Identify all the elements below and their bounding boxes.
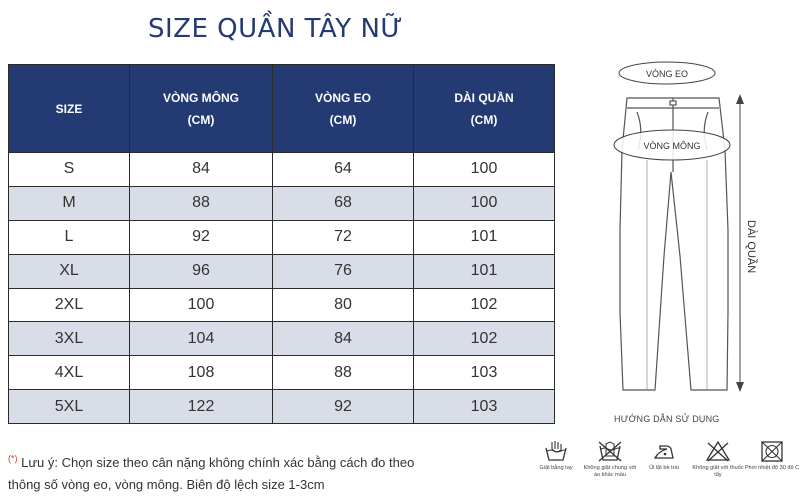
length-cell: 102 (413, 321, 555, 357)
table-row: 5XL 122 92 103 (8, 389, 555, 425)
hip-cell: 122 (129, 389, 273, 425)
hip-label: VÒNG MÔNG (643, 141, 700, 151)
care-item: Phơi nhiệt độ 30 độ C (744, 440, 800, 472)
header-size: SIZE (8, 64, 130, 153)
care-instructions: Giặt bằng tay Không giặt chung với áo kh… (528, 440, 800, 502)
size-table: SIZE VÒNG MÔNG (CM) VÒNG EO (CM) DÀI QUẦN(… (8, 64, 555, 425)
no-wash-with-other-icon (598, 441, 622, 462)
hip-cell: 88 (129, 185, 273, 221)
table-row: 3XL 104 84 102 (8, 321, 555, 357)
length-cell: 100 (413, 152, 555, 187)
length-cell: 103 (413, 389, 555, 425)
care-item: Giặt bằng tay (528, 440, 584, 472)
hip-cell: 104 (129, 321, 273, 357)
size-cell: S (8, 152, 130, 187)
table-row: L 92 72 101 (8, 219, 555, 255)
note-line-1: Lưu ý: Chọn size theo cân nặng không chí… (21, 455, 415, 470)
length-cell: 102 (413, 287, 555, 323)
header-length: DÀI QUẦN (CM) (413, 64, 555, 153)
no-bleach-icon (705, 440, 731, 462)
size-cell: M (8, 185, 130, 221)
dry-in-shade-icon (761, 441, 783, 462)
note-line-2: thông số vòng eo, vòng mông. Biên độ lệc… (8, 477, 325, 492)
usage-guide-title: HƯỚNG DẪN SỬ DỤNG (614, 414, 720, 424)
pants-measurement-diagram: VÒNG EO VÒNG MÔNG DÀI QUẦN (613, 61, 758, 392)
length-label: DÀI QUẦN (745, 220, 758, 273)
length-cell: 100 (413, 185, 555, 221)
hip-cell: 108 (129, 355, 273, 391)
hip-measure-ellipse (613, 129, 731, 161)
hip-cell: 84 (129, 152, 273, 187)
size-note: (*) Lưu ý: Chọn size theo cân nặng không… (8, 452, 488, 496)
waist-cell: 92 (272, 389, 414, 425)
size-cell: XL (8, 253, 130, 289)
waist-cell: 76 (272, 253, 414, 289)
size-cell: 2XL (8, 287, 130, 323)
size-cell: 4XL (8, 355, 130, 391)
size-cell: L (8, 219, 130, 255)
table-row: 4XL 108 88 103 (8, 355, 555, 391)
length-cell: 101 (413, 253, 555, 289)
care-label: Giặt bằng tay (539, 465, 573, 471)
table-row: M 88 68 100 (8, 185, 555, 221)
length-arrow-icon (736, 94, 744, 392)
iron-low-icon (653, 445, 674, 459)
care-label: Ủi lật bề trái (649, 465, 679, 471)
table-header-row: SIZE VÒNG MÔNG (CM) VÒNG EO (CM) DÀI QUẦN(… (8, 64, 555, 153)
table-row: 2XL 100 80 102 (8, 287, 555, 323)
pants-outline-icon (619, 97, 729, 391)
care-item: Ủi lật bề trái (636, 440, 692, 472)
table-row: S 84 64 100 (8, 152, 555, 187)
care-item: Không giặt chung với áo khác màu (582, 440, 638, 479)
waist-cell: 68 (272, 185, 414, 221)
hand-wash-icon (545, 441, 567, 461)
table-row: XL 96 76 101 (8, 253, 555, 289)
note-asterisk: (*) (8, 453, 18, 464)
hip-cell: 100 (129, 287, 273, 323)
waist-cell: 84 (272, 321, 414, 357)
hip-cell: 92 (129, 219, 273, 255)
care-label: Không giặt chung với áo khác màu (583, 465, 637, 478)
care-item: Không giặt với thuốc tẩy (690, 440, 746, 479)
waist-measure-ellipse (618, 61, 716, 85)
page-title: SIZE QUẦN TÂY NỮ (148, 14, 404, 44)
waist-cell: 64 (272, 152, 414, 187)
waist-cell: 80 (272, 287, 414, 323)
size-cell: 5XL (8, 389, 130, 425)
waist-cell: 72 (272, 219, 414, 255)
size-cell: 3XL (8, 321, 130, 357)
care-label: Phơi nhiệt độ 30 độ C (744, 465, 800, 471)
care-label: Không giặt với thuốc tẩy (692, 465, 744, 478)
length-cell: 101 (413, 219, 555, 255)
hip-cell: 96 (129, 253, 273, 289)
length-cell: 103 (413, 355, 555, 391)
waist-cell: 88 (272, 355, 414, 391)
header-waist: VÒNG EO (CM) (272, 64, 414, 153)
header-hip: VÒNG MÔNG (CM) (129, 64, 273, 153)
waist-label: VÒNG EO (646, 69, 688, 79)
